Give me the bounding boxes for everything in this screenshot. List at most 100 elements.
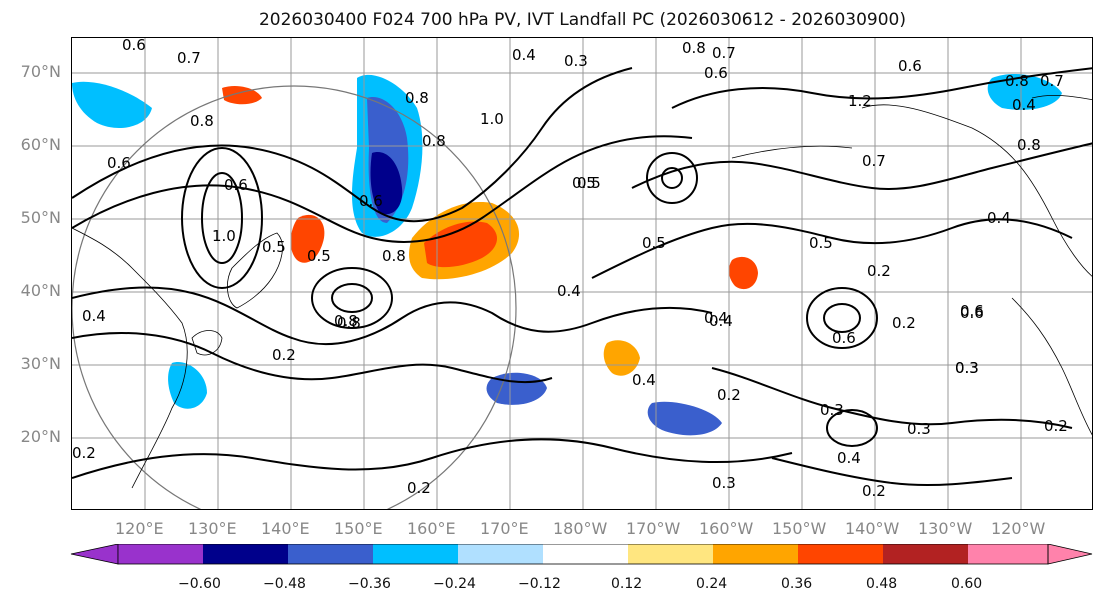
contour-label: 0.8 [1017,136,1041,154]
contour-label: 0.2 [862,482,886,500]
colorbar-segment [373,544,458,564]
pv-blue-anomaly [486,372,547,405]
contour-label: 0.8 [337,314,361,332]
map-title: 2026030400 F024 700 hPa PV, IVT Landfall… [258,10,906,30]
colorbar-segment [798,544,883,564]
lon-label-180w: 180°W [553,519,608,538]
colorbar-segment [203,544,288,564]
contour-label: 0.4 [82,307,106,325]
colorbar-tick: 0.36 [781,576,813,592]
colorbar-tick: 0.12 [611,576,643,592]
contour-label: 0.6 [704,64,728,82]
contour-label: 0.5 [809,234,833,252]
lat-label-50: 50°N [20,208,61,227]
lon-label-150e: 150°E [334,519,383,538]
contour-label: 0.6 [122,38,146,54]
lon-label-140e: 140°E [261,519,310,538]
contour-label: 0.2 [892,314,916,332]
lat-label-60: 60°N [20,135,61,154]
contour-label: 0.4 [512,46,536,64]
contour-label: 0.3 [564,52,588,70]
lon-label-130w: 130°W [918,519,973,538]
colorbar-tick: 0.24 [696,576,728,592]
contour-label: 0.6 [224,176,248,194]
colorbar-segment [543,544,628,564]
contour-label: 0.4 [837,449,861,467]
contour-label: 1.0 [212,227,236,245]
pv-orange-anomaly [222,86,262,105]
contour-label: 0.6 [960,302,984,320]
pv-blue-anomaly [370,152,403,215]
graticule [72,38,1092,509]
lon-label-140w: 140°W [845,519,900,538]
contour-label: 0.3 [907,420,931,438]
contour-label: 0.4 [709,312,733,330]
lat-label-30: 30°N [20,354,61,373]
contour-label: 0.3 [820,401,844,419]
colorbar-tick: 0.60 [951,576,983,592]
colorbar-tick: −0.36 [348,576,391,592]
contour-label: 0.5 [262,238,286,256]
contour-label: 0.7 [1040,72,1064,90]
colorbar [70,544,1093,565]
contour-label: 0.6 [898,57,922,75]
pv-orange-anomaly [603,340,640,376]
pv-shading [72,73,1062,436]
contour-label: 0.7 [712,44,736,62]
contour-label: 0.6 [359,192,383,210]
lat-label-20: 20°N [20,427,61,446]
lat-label-40: 40°N [20,281,61,300]
lon-label-130e: 130°E [188,519,237,538]
lon-label-120e: 120°E [115,519,164,538]
contour-label: 1.0 [480,110,504,128]
lat-label-70: 70°N [20,62,61,81]
contour-label: 0.5 [577,174,601,192]
pv-contours [72,67,1092,487]
colorbar-extend-low [70,544,119,565]
colorbar-segment [118,544,203,564]
coastlines [72,94,1092,489]
colorbar-segment [713,544,798,564]
colorbar-tick: −0.24 [433,576,476,592]
pv-orange-anomaly [728,256,758,290]
contour-label: 0.5 [642,234,666,252]
contour-label: 0.8 [382,247,406,265]
lon-label-170w: 170°W [626,519,681,538]
contour-label: 0.4 [1012,96,1036,114]
colorbar-extend-high [1047,544,1093,565]
contour-label: 0.3 [712,474,736,492]
lon-label-150w: 150°W [772,519,827,538]
colorbar-tick: −0.12 [518,576,561,592]
colorbar-tick: −0.60 [178,576,221,592]
pv-red-anomaly [424,221,498,268]
map-panel: 0.6 0.7 0.4 0.3 0.8 0.7 0.6 0.8 1.0 0.8 … [71,37,1093,510]
pv-blue-anomaly [72,81,152,128]
contour-label: 0.4 [632,371,656,389]
pv-blue-anomaly [647,401,722,436]
contour-label: 0.2 [1044,417,1068,435]
contour-label: 0.4 [557,282,581,300]
contour-label: 0.8 [682,39,706,57]
contour-label: 0.8 [190,112,214,130]
pv-blue-anomaly [168,362,207,409]
contour-label: 0.2 [407,479,431,497]
contour-label: 0.7 [177,49,201,67]
contour-label: 0.2 [72,444,96,462]
contour-label: 0.4 [987,209,1011,227]
colorbar-tick: −0.48 [263,576,306,592]
contour-label: 0.8 [405,89,429,107]
colorbar-segment [883,544,968,564]
contour-label: 0.2 [717,386,741,404]
map-canvas: 0.6 0.7 0.4 0.3 0.8 0.7 0.6 0.8 1.0 0.8 … [72,38,1092,509]
contour-label: 0.4 [704,309,728,327]
lon-label-170e: 170°E [480,519,529,538]
contour-label: 0.3 [955,359,979,377]
contour-label: 0.6 [107,154,131,172]
contour-label: 1.2 [848,92,872,110]
colorbar-segment [458,544,543,564]
pv-blue-anomaly [987,73,1062,110]
contour-label: 0.8 [334,312,358,330]
lon-label-120w: 120°W [991,519,1046,538]
reference-circle [72,85,517,509]
contour-label: 0.8 [422,132,446,150]
